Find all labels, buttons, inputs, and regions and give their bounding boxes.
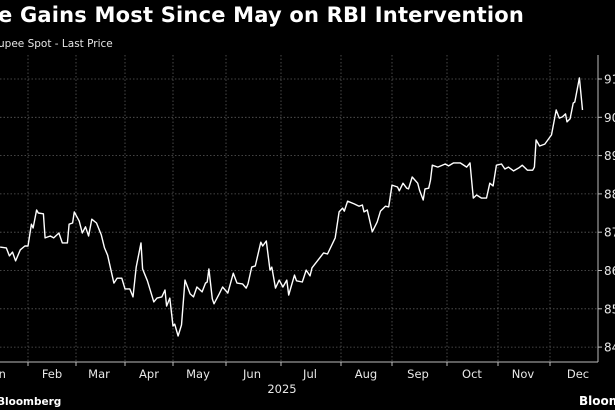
x-tick-label: Sep [407,367,429,381]
x-tick-label: Jun [242,367,261,381]
x-tick-label: Dec [567,367,589,381]
axes [0,55,602,366]
tick-labels: 84 85 86 87 88 89 90 91 Jan Feb Mar Apr May Jun Jul Aug… [0,73,615,397]
x-tick-label: Oct [462,367,482,381]
chart-title: e Gains Most Since May on RBI Interventi… [0,3,525,27]
x-axis-year-label: 2025 [267,382,296,396]
y-tick-label: 87 [604,226,615,240]
x-tick-label: Jul [302,367,317,381]
x-tick-label: Feb [42,367,62,381]
usd-inr-price-line [0,77,584,337]
y-tick-label: 85 [604,302,615,316]
x-tick-label: Aug [355,367,377,381]
y-tick-label: 91 [604,73,615,87]
y-tick-label: 88 [604,187,615,201]
bloomberg-logo: Bloom [579,394,615,408]
source-label: Bloomberg [0,396,62,408]
x-tick-label: Nov [512,367,535,381]
y-tick-label: 84 [604,341,615,355]
x-tick-label: May [186,367,210,381]
x-tick-label: Apr [139,367,159,381]
chart-subtitle: upee Spot - Last Price [0,38,113,50]
gridlines [0,55,598,362]
x-tick-label: Jan [0,367,6,381]
y-tick-label: 86 [604,264,615,278]
series-layer [0,77,584,337]
y-tick-label: 90 [604,111,615,125]
y-tick-label: 89 [604,149,615,163]
x-tick-label: Mar [88,367,110,381]
